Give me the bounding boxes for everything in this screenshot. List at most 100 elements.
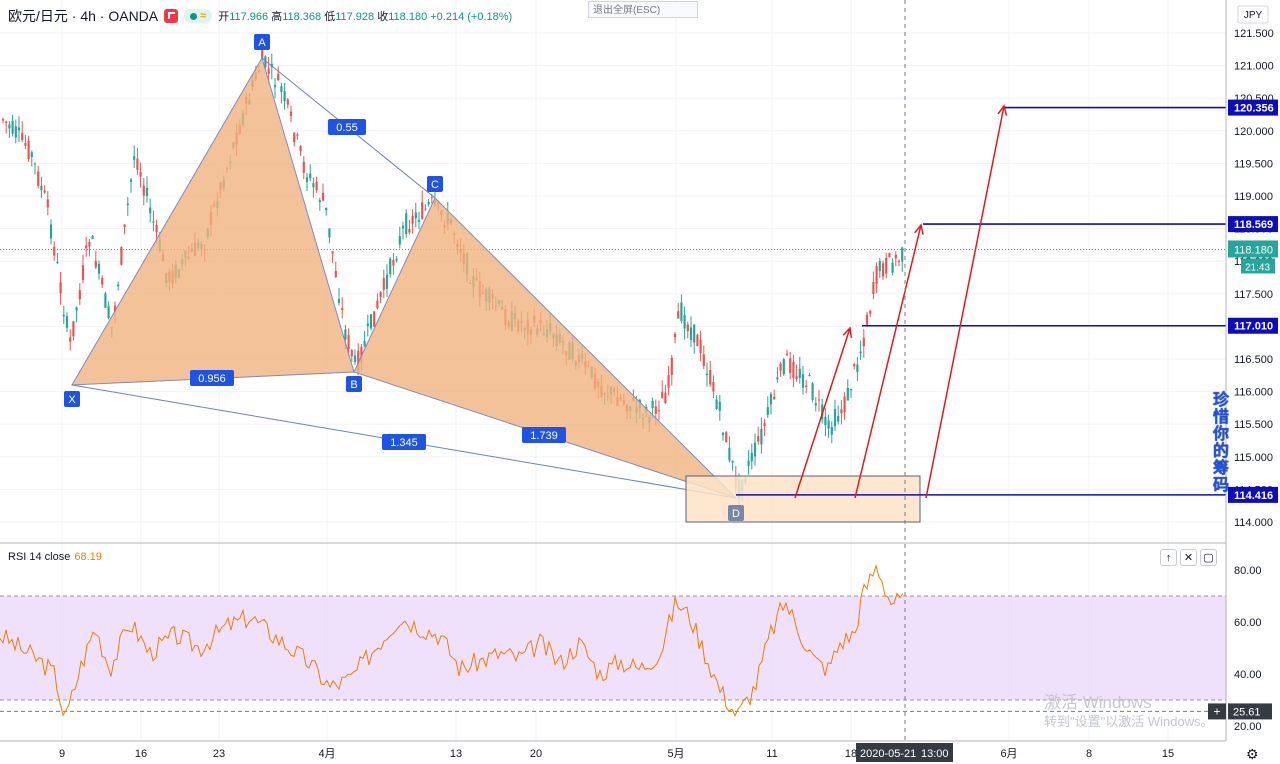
candle-body: [801, 374, 805, 388]
close-icon[interactable]: ✕: [1180, 549, 1197, 566]
candle-body: [49, 224, 53, 239]
price-tick: 116.500: [1234, 354, 1273, 366]
candle-body: [782, 359, 785, 375]
candle-body: [757, 436, 760, 442]
exit-fullscreen-tip[interactable]: 退出全屏(ESC): [588, 1, 698, 18]
gear-icon[interactable]: ⚙: [1246, 746, 1259, 762]
candle-body: [875, 266, 878, 284]
rsi-label: RSI 14 close: [8, 551, 71, 563]
ohlc-low: 117.928: [335, 11, 375, 23]
label-b-bg: [346, 376, 362, 392]
candle-body: [897, 260, 901, 263]
ratio-xb-bg: [190, 370, 234, 386]
candle-body: [817, 399, 821, 401]
candle-body: [785, 353, 789, 356]
candle-body: [17, 127, 21, 131]
candle-body: [331, 251, 334, 254]
flag-icon[interactable]: [164, 9, 179, 23]
candle-body: [337, 299, 341, 303]
candle-body: [155, 225, 158, 233]
price-tick: 114.000: [1234, 517, 1273, 529]
candle-body: [798, 368, 801, 379]
candle-body: [152, 221, 155, 223]
ohlc-values: 开117.966 高118.368 低117.928 收118.180 +0.2…: [218, 11, 513, 23]
candle-body: [878, 261, 881, 272]
candle-body: [789, 358, 792, 374]
crosshair-time: 13:00: [921, 748, 949, 760]
rsi-band: [0, 596, 1226, 700]
price-tick: 121.500: [1234, 28, 1274, 40]
candle-body: [341, 308, 344, 310]
candle-body: [657, 410, 661, 412]
candle-body: [728, 447, 731, 461]
label-d: D: [732, 508, 740, 520]
pattern-triangle-xab: [71, 56, 355, 386]
candle-body: [664, 392, 667, 404]
symbol-title[interactable]: 欧元/日元 · 4h · OANDA: [8, 8, 159, 24]
status-dot-icon: [190, 12, 198, 20]
price-axis-bg: [1226, 0, 1280, 764]
candle-body: [773, 396, 776, 400]
candle-body: [430, 197, 433, 199]
rsi-pane-buttons: ↑ ✕ ▢: [1160, 549, 1217, 566]
candle-body: [414, 212, 417, 219]
time-tick: 6月: [1000, 748, 1017, 760]
candle-body: [885, 257, 888, 274]
candle-body: [865, 314, 869, 325]
candle-body: [670, 357, 673, 375]
arrow-line-2: [925, 105, 1005, 499]
pattern-triangle-bcd: [353, 197, 737, 499]
candle-body: [315, 181, 318, 191]
candle-body: [94, 260, 97, 268]
windows-watermark-title: 激活 Windows: [1044, 693, 1152, 712]
price-tick: 120.000: [1234, 126, 1274, 138]
candle-body: [862, 337, 865, 347]
candle-body: [859, 351, 862, 354]
candle-body: [123, 224, 126, 228]
candle-body: [731, 460, 734, 463]
candle-body: [350, 350, 353, 357]
candle-body: [97, 264, 101, 274]
candle-body: [321, 192, 325, 201]
candle-body: [27, 141, 30, 160]
candle-body: [830, 426, 833, 435]
move-up-icon[interactable]: ↑: [1160, 549, 1177, 566]
market-status-pill[interactable]: ≈: [184, 9, 213, 23]
label-d-bg: [728, 505, 744, 521]
maximize-icon[interactable]: ▢: [1200, 549, 1217, 566]
candle-body: [837, 416, 840, 422]
candle-body: [104, 293, 107, 308]
rsi-header[interactable]: RSI 14 close 68.19: [8, 551, 102, 563]
candle-body: [843, 396, 846, 413]
candle-body: [65, 316, 69, 328]
candle-body: [11, 120, 14, 134]
candle-body: [261, 49, 264, 61]
side-note-text: 珍惜你的筹码: [1213, 392, 1230, 494]
candle-body: [126, 203, 129, 206]
ohlc-open: 117.966: [229, 11, 269, 23]
candle-body: [677, 311, 680, 319]
candle-body: [302, 161, 305, 173]
target-arrows: [794, 104, 1008, 499]
candle-body: [117, 284, 120, 287]
chart-header: 欧元/日元 · 4h · OANDA ≈ 开117.966 高118.368 低…: [8, 6, 512, 26]
candle-body: [385, 274, 389, 289]
candle-body: [856, 364, 859, 372]
rsi-tick: 40.00: [1234, 669, 1262, 681]
candle-body: [840, 409, 843, 414]
candle-body: [283, 91, 286, 102]
level-tag-bg-l2: [1228, 216, 1278, 233]
candle-body: [725, 432, 728, 443]
candle-body: [654, 406, 657, 414]
candle-body: [872, 282, 875, 294]
candle-body: [680, 302, 683, 321]
candle-body: [395, 258, 398, 261]
arrow-line-0: [794, 327, 851, 499]
candle-body: [808, 375, 811, 377]
candle-body: [325, 207, 328, 211]
candle-body: [328, 228, 331, 238]
harmonic-pattern: A X B C D 0.956 0.55 1.345 1.739: [64, 34, 921, 523]
candle-body: [417, 220, 421, 223]
